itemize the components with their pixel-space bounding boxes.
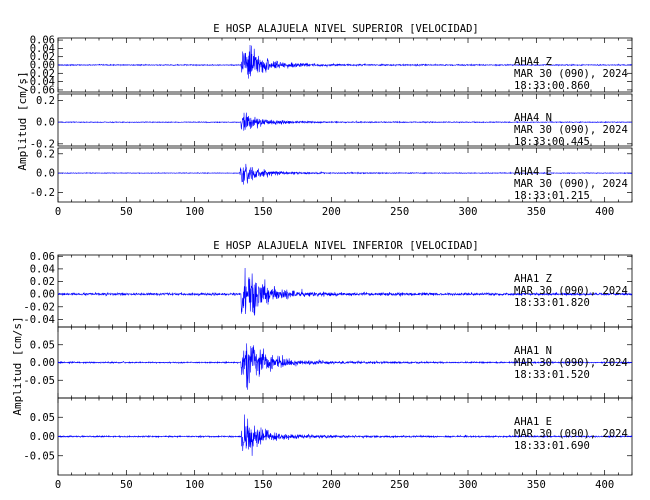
trace-date-label: MAR 30 (090), 2024 — [514, 357, 628, 369]
y-tick-label: 0.0 — [36, 168, 55, 180]
trace-time-label: 18:33:01.215 — [514, 190, 590, 202]
y-tick-label: -0.04 — [23, 314, 55, 326]
chart-superior: E HOSP ALAJUELA NIVEL SUPERIOR [VELOCIDA… — [16, 23, 633, 218]
x-tick-label: 400 — [595, 479, 614, 491]
y-tick-label: -0.02 — [23, 301, 55, 313]
y-axis-label-inferior: Amplitud [cm/s] — [11, 316, 24, 415]
y-tick-label: -0.05 — [23, 450, 55, 462]
y-tick-label: -0.04 — [23, 76, 55, 88]
trace-station-label: AHA4 E — [514, 166, 552, 178]
y-tick-label: 0.02 — [30, 51, 55, 63]
y-tick-label: 0.05 — [30, 412, 55, 424]
y-tick-label: 0.04 — [30, 263, 55, 275]
x-tick-label: 250 — [390, 206, 409, 218]
x-tick-label: 50 — [120, 206, 133, 218]
trace-time-label: 18:33:00.860 — [514, 80, 590, 92]
trace-time-label: 18:33:00.445 — [514, 136, 590, 148]
y-tick-label: 0.00 — [30, 60, 55, 72]
y-tick-label: 0.00 — [30, 357, 55, 369]
waveform-trace — [57, 414, 633, 456]
y-tick-label: -0.06 — [23, 84, 55, 96]
y-tick-label: 0.05 — [30, 339, 55, 351]
y-tick-label: -0.02 — [23, 68, 55, 80]
y-tick-label: 0.06 — [30, 251, 55, 263]
trace-station-label: AHA1 E — [514, 416, 552, 428]
waveform-trace — [57, 163, 633, 185]
x-tick-label: 150 — [254, 206, 273, 218]
waveform-trace — [57, 343, 633, 390]
y-axis-label-superior: Amplitud [cm/s] — [16, 71, 29, 170]
x-tick-label: 200 — [322, 206, 341, 218]
trace-time-label: 18:33:01.820 — [514, 297, 590, 309]
trace-date-label: MAR 30 (090), 2024 — [514, 68, 628, 80]
x-tick-label: 150 — [254, 479, 273, 491]
x-tick-label: 400 — [595, 206, 614, 218]
x-tick-label: 250 — [390, 479, 409, 491]
waveform-trace — [57, 45, 633, 79]
trace-panel-aha4-z: -0.06-0.04-0.020.000.020.040.06 AHA4 ZMAR… — [23, 35, 633, 96]
y-tick-label: 0.02 — [30, 276, 55, 288]
trace-date-label: MAR 30 (090), 2024 — [514, 428, 628, 440]
x-tick-label: 100 — [185, 479, 204, 491]
x-tick-label: 0 — [55, 206, 61, 218]
y-tick-label: 0.0 — [36, 117, 55, 129]
x-tick-label: 50 — [120, 479, 133, 491]
chart-title-inferior: E HOSP ALAJUELA NIVEL INFERIOR [VELOCIDA… — [213, 240, 479, 252]
x-tick-label: 200 — [322, 479, 341, 491]
y-tick-label: 0.2 — [36, 148, 55, 160]
x-tick-label: 350 — [527, 206, 546, 218]
chart-inferior: E HOSP ALAJUELA NIVEL INFERIOR [VELOCIDA… — [11, 240, 633, 491]
trace-station-label: AHA4 Z — [514, 56, 552, 68]
x-tick-label: 100 — [185, 206, 204, 218]
trace-station-label: AHA4 N — [514, 112, 552, 124]
x-tick-label: 0 — [55, 479, 61, 491]
y-tick-label: -0.2 — [30, 138, 55, 150]
y-tick-label: 0.04 — [30, 43, 55, 55]
waveform-trace — [57, 268, 633, 316]
y-tick-label: 0.06 — [30, 35, 55, 47]
y-tick-label: 0.00 — [30, 289, 55, 301]
chart-title-superior: E HOSP ALAJUELA NIVEL SUPERIOR [VELOCIDA… — [213, 23, 479, 35]
trace-station-label: AHA1 Z — [514, 273, 552, 285]
x-tick-label: 350 — [527, 479, 546, 491]
trace-date-label: MAR 30 (090), 2024 — [514, 124, 628, 136]
y-tick-label: -0.05 — [23, 375, 55, 387]
y-tick-label: -0.2 — [30, 187, 55, 199]
y-tick-label: 0.00 — [30, 431, 55, 443]
trace-station-label: AHA1 N — [514, 345, 552, 357]
trace-date-label: MAR 30 (090), 2024 — [514, 178, 628, 190]
trace-time-label: 18:33:01.520 — [514, 369, 590, 381]
x-tick-label: 300 — [459, 479, 478, 491]
waveform-trace — [57, 112, 633, 131]
trace-date-label: MAR 30 (090), 2024 — [514, 285, 628, 297]
x-tick-label: 300 — [459, 206, 478, 218]
y-tick-label: 0.2 — [36, 95, 55, 107]
trace-time-label: 18:33:01.690 — [514, 440, 590, 452]
